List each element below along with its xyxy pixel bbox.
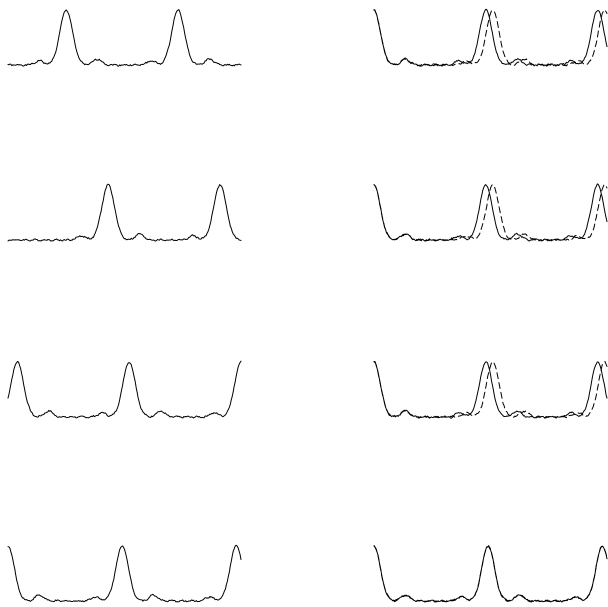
series-line-dashed-row-1-right [373,9,608,67]
series-line-solid-row-1-left [7,9,242,67]
series-line-solid-row-4-left [7,544,242,603]
panel-row-1-left [7,9,242,67]
panel-row-3-left [7,360,242,419]
series-line-dashed-row-3-right [373,361,608,419]
series-line-solid-row-3-right [373,360,608,419]
panel-row-3-right [373,360,608,419]
series-line-dashed-row-4-right [373,545,608,603]
series-line-solid-row-3-left [7,360,242,419]
panel-row-4-right [373,545,608,603]
panel-row-4-left [7,544,242,603]
panel-row-1-right [373,8,608,67]
panel-row-2-right [373,183,608,242]
series-line-dashed-row-2-right [373,184,608,242]
series-line-solid-row-2-left [7,183,242,242]
panel-row-2-left [7,183,242,242]
